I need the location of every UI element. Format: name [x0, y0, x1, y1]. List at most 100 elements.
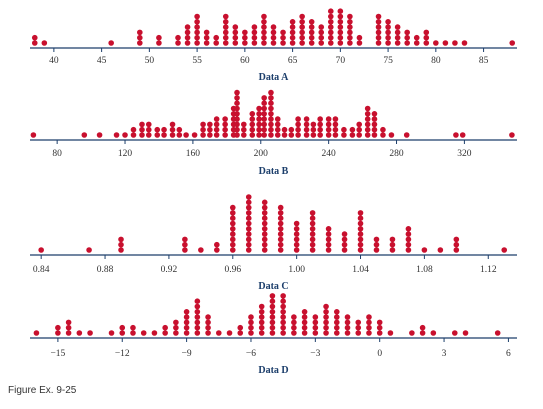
data-dot: [404, 29, 410, 36]
data-dot: [184, 24, 191, 30]
x-tick-label: 3: [442, 349, 447, 359]
data-dot: [245, 241, 252, 248]
data-dot: [323, 324, 329, 331]
data-dot: [205, 330, 211, 336]
x-tick-label: 0.88: [97, 265, 114, 275]
data-dot: [323, 309, 329, 315]
data-dot: [169, 121, 176, 128]
data-dot: [423, 29, 430, 36]
data-dot: [310, 126, 317, 133]
data-dot: [509, 40, 516, 46]
data-dot: [248, 314, 254, 320]
data-dot: [249, 126, 256, 133]
data-dot: [366, 319, 372, 326]
data-dot: [229, 210, 236, 216]
data-dot: [327, 40, 334, 46]
data-dot: [341, 241, 348, 248]
data-dot: [325, 241, 332, 248]
data-dot: [184, 34, 191, 41]
data-dot: [183, 324, 190, 331]
data-dot: [203, 34, 210, 41]
data-dot: [270, 40, 277, 46]
data-dot: [194, 319, 201, 326]
data-dot: [261, 34, 267, 41]
data-dot: [261, 215, 268, 221]
data-dot: [258, 314, 265, 320]
data-dot: [222, 13, 229, 20]
data-dot: [327, 8, 334, 14]
data-dot: [194, 309, 201, 315]
data-dot: [242, 29, 248, 36]
data-dot: [364, 126, 371, 133]
data-dot: [213, 132, 220, 138]
data-dot: [118, 236, 124, 243]
data-dot: [232, 24, 239, 30]
data-dot: [357, 236, 364, 243]
data-dot: [430, 330, 437, 336]
data-dot: [269, 298, 276, 305]
data-dot: [309, 231, 316, 237]
data-dot: [355, 324, 362, 331]
data-dot: [261, 210, 268, 216]
data-dot: [310, 121, 317, 128]
data-dot: [344, 324, 351, 331]
data-dot: [309, 241, 316, 248]
data-dot: [200, 126, 206, 133]
data-dot: [376, 324, 383, 331]
data-dot: [215, 330, 222, 336]
data-dot: [203, 40, 210, 46]
x-tick-label: 1.00: [288, 265, 305, 275]
data-dot: [280, 330, 286, 336]
data-dot: [261, 13, 267, 20]
data-dot: [270, 29, 277, 36]
x-tick-label: 70: [336, 56, 346, 66]
data-dot: [442, 40, 449, 46]
data-dot: [289, 40, 296, 46]
data-dot: [373, 236, 380, 243]
data-dot: [293, 226, 300, 232]
data-dot: [232, 34, 239, 41]
data-dot: [309, 210, 316, 216]
data-dot: [119, 324, 126, 331]
x-tick-label: 240: [322, 149, 337, 159]
data-dot: [317, 116, 323, 122]
data-dot: [288, 132, 295, 138]
data-dot: [232, 29, 239, 36]
data-dot: [245, 215, 252, 221]
data-dot: [245, 226, 252, 232]
data-dot: [318, 34, 325, 41]
data-dot: [241, 121, 247, 128]
data-dot: [366, 324, 372, 331]
data-dot: [341, 236, 348, 243]
x-tick-label: 1.12: [480, 265, 497, 275]
data-dot: [347, 19, 353, 25]
data-dot: [501, 247, 508, 253]
data-dot: [280, 29, 286, 36]
data-dot: [268, 105, 274, 112]
data-dot: [268, 100, 274, 106]
data-dot: [261, 132, 267, 138]
x-tick-label: 60: [240, 56, 250, 66]
data-dot: [65, 324, 72, 331]
data-dot: [248, 330, 254, 336]
data-dot: [341, 247, 348, 253]
data-dot: [280, 324, 286, 331]
data-dot: [385, 24, 391, 30]
data-dot: [459, 132, 466, 138]
data-dot: [344, 330, 351, 336]
data-dot: [303, 116, 310, 122]
x-tick-label: 0.84: [33, 265, 50, 275]
data-dot: [261, 111, 267, 117]
data-dot: [347, 13, 353, 20]
data-dot: [332, 121, 339, 128]
data-dot: [323, 314, 329, 320]
data-dot: [494, 330, 501, 336]
data-dot: [258, 319, 265, 326]
x-tick-label: −3: [310, 349, 320, 359]
data-dot: [258, 324, 265, 331]
data-dot: [213, 40, 220, 46]
data-dot: [293, 247, 300, 253]
x-tick-label: 1.04: [352, 265, 369, 275]
data-dot: [413, 40, 420, 46]
data-dot: [453, 241, 460, 248]
